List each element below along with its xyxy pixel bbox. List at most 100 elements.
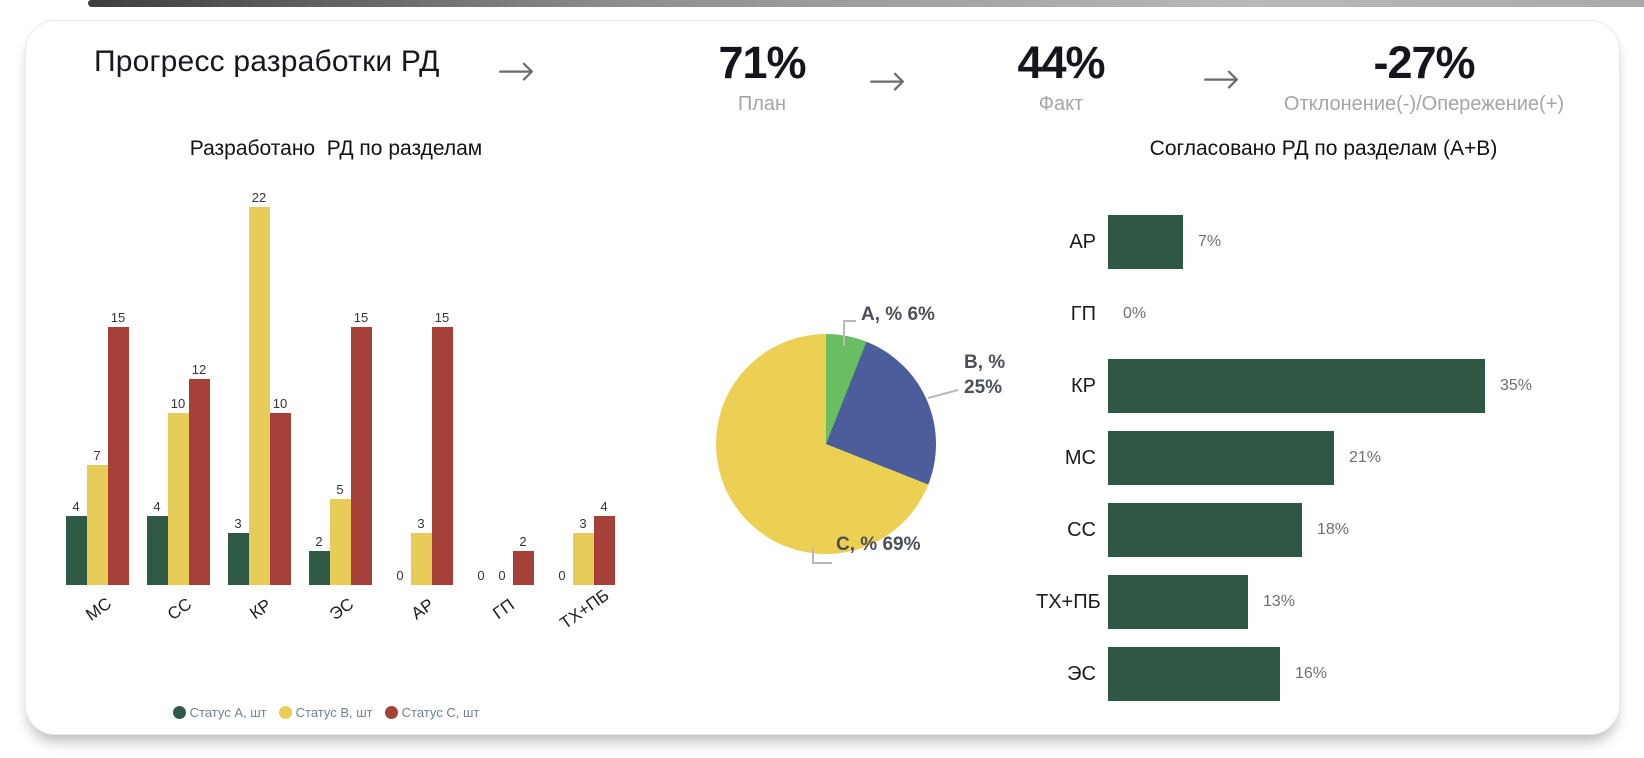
page-title: Прогресс разработки РД bbox=[94, 45, 440, 78]
hbar-bar[interactable] bbox=[1108, 575, 1248, 629]
bar-value-label: 0 bbox=[498, 568, 506, 583]
bar-value-label: 15 bbox=[434, 310, 450, 325]
bar-value-label: 4 bbox=[72, 499, 80, 514]
hbar-chart-title: Согласовано РД по разделам (А+В) bbox=[1149, 137, 1498, 160]
legend-dot-icon bbox=[384, 706, 398, 719]
hbar-bar[interactable] bbox=[1108, 431, 1334, 485]
column-chart-title: Разработано РД по разделам bbox=[189, 137, 483, 160]
hbar-bar[interactable] bbox=[1108, 359, 1485, 413]
kpi-plan-value: 71% bbox=[718, 37, 806, 88]
bar-value-label: 22 bbox=[251, 190, 267, 205]
hbar-category-label: КР bbox=[1071, 374, 1096, 397]
bar[interactable] bbox=[329, 499, 351, 585]
bar[interactable] bbox=[146, 516, 168, 585]
pie-label-b: B, % 25% bbox=[964, 352, 1006, 398]
hbar-value-label: 13% bbox=[1263, 593, 1296, 610]
kpi-fact-label: Факт bbox=[1038, 93, 1084, 115]
bar[interactable] bbox=[107, 327, 129, 585]
bar-value-label: 4 bbox=[600, 499, 608, 514]
hbar-bar[interactable] bbox=[1108, 647, 1280, 701]
pie-chart[interactable] bbox=[716, 334, 936, 554]
kpi-fact: 44% Факт bbox=[961, 37, 1161, 116]
legend-item[interactable]: Статус С, шт bbox=[384, 705, 480, 720]
kpi-deviation-label: Отклонение(-)/Опережение(+) bbox=[1283, 93, 1565, 115]
x-axis-label: ГП bbox=[489, 595, 518, 624]
hbar-bar[interactable] bbox=[1108, 215, 1183, 269]
column-chart: 4 7 15 МС 4 10 12 СС 3 22 10 КР 2 5 15 ЭС 0 3 15 АР 0 0 2 ГП 0 3 4… bbox=[64, 185, 616, 633]
legend-label: Статус В, шт bbox=[295, 705, 373, 720]
bar-value-label: 5 bbox=[336, 482, 344, 497]
bar[interactable] bbox=[572, 533, 594, 585]
hbar-row: ЭС 16% bbox=[1036, 638, 1616, 710]
bar-value-label: 3 bbox=[579, 516, 587, 531]
hbar-value-label: 35% bbox=[1500, 377, 1533, 394]
legend-item[interactable]: Статус А, шт bbox=[172, 705, 267, 720]
x-axis-label: ЭС bbox=[326, 594, 358, 624]
kpi-plan: 71% План bbox=[662, 37, 862, 116]
bar[interactable] bbox=[227, 533, 249, 585]
bar[interactable] bbox=[167, 413, 189, 585]
bar-value-label: 15 bbox=[353, 310, 369, 325]
hbar-value-label: 18% bbox=[1317, 521, 1350, 538]
legend-item[interactable]: Статус В, шт bbox=[278, 705, 373, 720]
bar[interactable] bbox=[350, 327, 372, 585]
bar[interactable] bbox=[188, 379, 210, 585]
hbar-row: МС 21% bbox=[1036, 422, 1616, 494]
bar-group: 4 7 15 МС bbox=[64, 185, 130, 625]
hbar-category-label: СС bbox=[1067, 518, 1096, 541]
legend-dot-icon bbox=[172, 706, 186, 719]
bar-group: 4 10 12 СС bbox=[145, 185, 211, 624]
bar[interactable] bbox=[431, 327, 453, 585]
flow-arrow-icon: → bbox=[867, 53, 907, 107]
hbar-value-label: 0% bbox=[1123, 305, 1147, 322]
hbar-value-label: 21% bbox=[1349, 449, 1382, 466]
bar-value-label: 2 bbox=[315, 534, 323, 549]
hbar-category-label: АР bbox=[1069, 230, 1096, 253]
column-chart-legend: Статус А, шт Статус В, шт Статус С, шт bbox=[66, 705, 586, 720]
legend-label: Статус С, шт bbox=[401, 705, 480, 720]
bar-value-label: 0 bbox=[558, 568, 566, 583]
hbar-category-label: ТХ+ПБ bbox=[1036, 590, 1101, 613]
bar[interactable] bbox=[410, 533, 432, 585]
bar-value-label: 10 bbox=[272, 396, 288, 411]
kpi-deviation-value: -27% bbox=[1373, 37, 1475, 88]
x-axis-label: КР bbox=[246, 595, 275, 624]
hbar-row: АР 7% bbox=[1036, 206, 1616, 278]
bar[interactable] bbox=[593, 516, 615, 585]
hbar-row: ТХ+ПБ 13% bbox=[1036, 566, 1616, 638]
dashboard-card: Прогресс разработки РД → 71% План → 44% … bbox=[25, 20, 1620, 735]
bar-value-label: 2 bbox=[519, 534, 527, 549]
bar-value-label: 15 bbox=[110, 310, 126, 325]
hbar-category-label: МС bbox=[1064, 446, 1096, 469]
bar-value-label: 3 bbox=[234, 516, 242, 531]
bar[interactable] bbox=[269, 413, 291, 585]
bar[interactable] bbox=[86, 465, 108, 585]
x-axis-label: АР bbox=[407, 594, 438, 624]
hbar-bar[interactable] bbox=[1108, 503, 1302, 557]
pie-label-c: C, % 69% bbox=[836, 534, 921, 555]
bar[interactable] bbox=[248, 207, 270, 585]
x-axis-label: СС bbox=[164, 594, 196, 624]
bar[interactable] bbox=[308, 551, 330, 585]
hbar-category-label: ЭС bbox=[1067, 662, 1096, 685]
hbar-value-label: 16% bbox=[1295, 665, 1328, 682]
bar[interactable] bbox=[65, 516, 87, 585]
bar-value-label: 4 bbox=[153, 499, 161, 514]
hbar-row: ГП 0% bbox=[1036, 278, 1616, 350]
bar-group: 3 22 10 КР bbox=[226, 185, 292, 623]
bar-value-label: 12 bbox=[191, 362, 207, 377]
bar-group: 0 3 15 АР bbox=[388, 185, 454, 623]
bar-value-label: 0 bbox=[396, 568, 404, 583]
bar-group: 0 3 4 ТХ+ПБ bbox=[550, 185, 616, 633]
kpi-fact-value: 44% bbox=[1017, 37, 1105, 88]
flow-arrow-icon: → bbox=[1201, 51, 1241, 105]
hbar-value-label: 7% bbox=[1198, 233, 1222, 250]
x-axis-label: ТХ+ПБ bbox=[556, 585, 613, 633]
top-divider-strip bbox=[88, 0, 1644, 7]
bar-group: 0 0 2 ГП bbox=[469, 185, 535, 623]
hbar-category-label: ГП bbox=[1070, 302, 1096, 325]
legend-dot-icon bbox=[278, 706, 292, 719]
bar[interactable] bbox=[512, 551, 534, 585]
hbar-row: КР 35% bbox=[1036, 350, 1616, 422]
bar-value-label: 10 bbox=[170, 396, 186, 411]
